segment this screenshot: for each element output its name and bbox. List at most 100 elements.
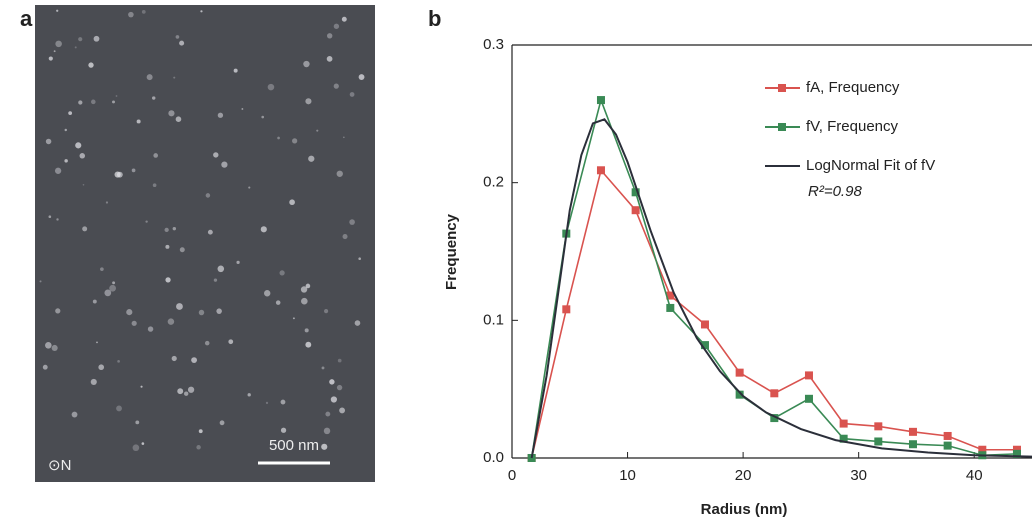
particle (71, 411, 78, 418)
panel-label: b (428, 6, 441, 31)
data-point (908, 440, 917, 449)
micrograph-particles (39, 9, 365, 452)
data-point (839, 434, 848, 443)
particle (112, 100, 116, 104)
particle (261, 115, 265, 119)
particle (289, 199, 295, 206)
particle (321, 443, 328, 450)
particle (141, 442, 145, 445)
particle (339, 407, 346, 414)
particle (358, 257, 361, 261)
particle (165, 244, 170, 249)
data-point (562, 305, 571, 314)
particle (213, 278, 218, 282)
particle (131, 320, 137, 326)
data-point (666, 303, 675, 312)
particle (217, 265, 225, 273)
y-tick-label: 0.2 (483, 174, 504, 191)
particle (45, 341, 52, 349)
particle (82, 183, 85, 186)
particle (216, 308, 222, 314)
particle (114, 171, 121, 178)
particle (279, 270, 285, 276)
particle (64, 159, 68, 163)
particle (321, 366, 325, 370)
particle (179, 40, 185, 46)
particle (221, 161, 228, 168)
y-tick-label: 0.3 (483, 36, 504, 53)
particle (55, 308, 61, 314)
data-point (874, 422, 883, 431)
x-tick-label: 20 (735, 467, 752, 484)
particle (219, 420, 225, 426)
particle (354, 320, 361, 326)
particle (136, 119, 141, 124)
particle (104, 289, 112, 297)
particle (236, 260, 240, 265)
particle (308, 155, 315, 162)
particle (100, 267, 104, 272)
particle (42, 364, 48, 370)
particle (200, 10, 203, 13)
data-point (735, 368, 744, 377)
particle (48, 215, 52, 219)
particle (115, 95, 118, 97)
data-point (874, 437, 883, 446)
particle (90, 378, 97, 385)
particle (146, 74, 153, 81)
particle (74, 46, 77, 49)
particle (277, 136, 280, 140)
legend-label: LogNormal Fit of fV (806, 157, 935, 174)
particle (336, 384, 343, 391)
particle (265, 401, 269, 405)
data-point (908, 427, 917, 436)
particle (126, 309, 133, 316)
data-point (596, 166, 605, 175)
annotation: R²=0.98 (808, 183, 862, 200)
particle (205, 193, 211, 198)
data-point (596, 96, 605, 105)
data-point (700, 320, 709, 329)
particle (303, 60, 310, 68)
particle (78, 100, 83, 105)
particle (48, 56, 53, 61)
data-point (735, 390, 744, 399)
particle (204, 340, 210, 346)
particle (324, 309, 329, 314)
particle (305, 283, 311, 289)
particle (164, 227, 169, 233)
particle (198, 309, 205, 316)
panel-label: a (20, 6, 33, 31)
particle (51, 344, 58, 352)
particle (173, 76, 176, 79)
particle (305, 341, 312, 348)
particle (342, 234, 348, 240)
legend-marker (778, 123, 786, 131)
particle (153, 153, 159, 158)
data-point (700, 341, 709, 350)
particle (184, 391, 189, 396)
particle (207, 229, 213, 235)
particle (117, 359, 120, 363)
particle (168, 110, 175, 117)
particle (132, 444, 140, 452)
particle (292, 138, 298, 144)
particle (68, 111, 73, 115)
y-tick-label: 0.1 (483, 311, 504, 328)
particle (217, 112, 224, 118)
particle (98, 364, 105, 371)
particle (198, 429, 203, 434)
particle (45, 138, 52, 145)
particle (53, 50, 56, 53)
particle (177, 388, 184, 395)
particle (187, 386, 195, 393)
particle (112, 281, 116, 285)
particle (305, 98, 312, 105)
particle (349, 92, 355, 97)
particle (337, 358, 342, 363)
particle (92, 299, 97, 304)
series-line (530, 118, 1032, 459)
particle (79, 153, 86, 159)
particle (88, 62, 94, 68)
